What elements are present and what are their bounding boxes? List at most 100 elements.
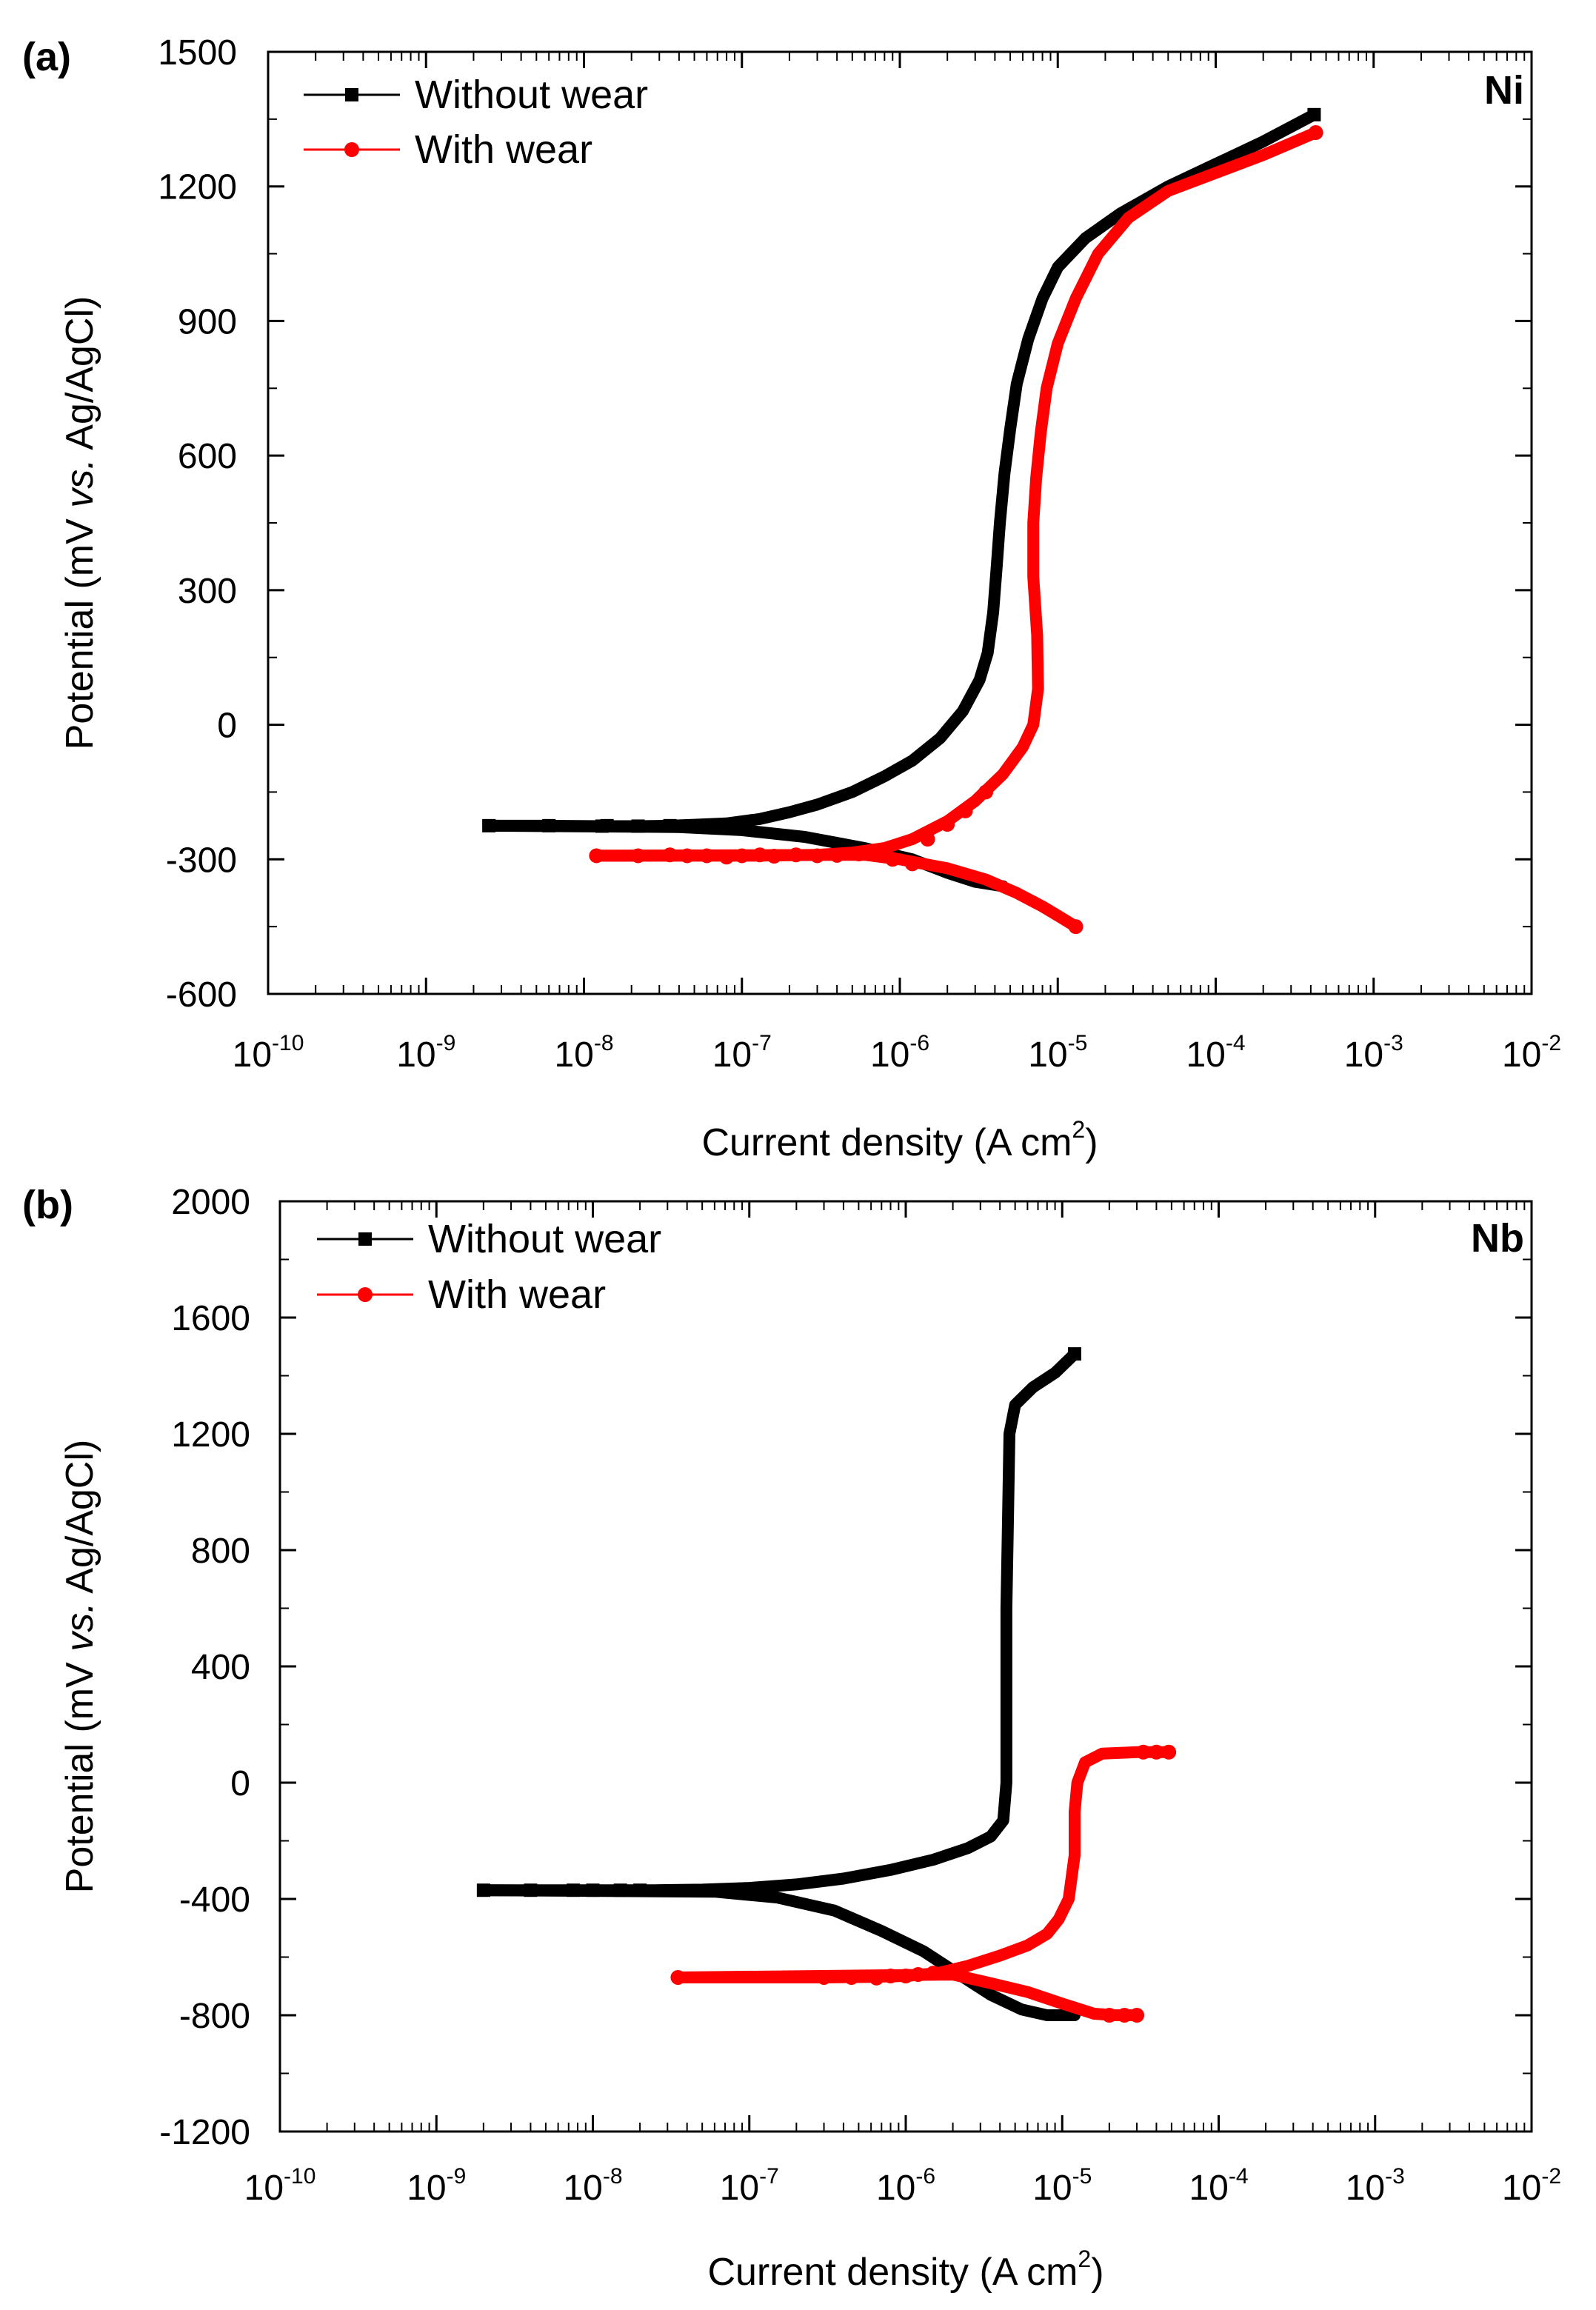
data-point bbox=[958, 803, 973, 818]
legend-marker bbox=[358, 1232, 372, 1246]
data-point bbox=[482, 818, 496, 832]
data-point bbox=[910, 1967, 926, 1983]
x-tick-exp: -5 bbox=[1072, 2164, 1092, 2189]
x-tick-exp: -3 bbox=[1383, 1031, 1403, 1055]
x-tick-exp: -4 bbox=[1226, 1031, 1246, 1055]
x-axis-label-sup: 2 bbox=[1072, 1116, 1085, 1143]
data-point bbox=[1161, 1744, 1177, 1760]
panel-label: (b) bbox=[22, 1183, 73, 1227]
x-tick-label: 10-5 bbox=[1032, 2164, 1092, 2208]
x-tick-exp: -4 bbox=[1229, 2164, 1249, 2189]
y-axis-label-pre: Potential (mV bbox=[59, 1652, 101, 1894]
x-tick-label: 10-7 bbox=[720, 2164, 779, 2208]
y-axis-label-pre: Potential (mV bbox=[59, 508, 101, 750]
chart-panel-a: 10-10 10-9 10-8 10-7 10-6 10-5 10-4 10-3 10-2-60… bbox=[22, 33, 1561, 1164]
y-axis-label-italic: vs. bbox=[59, 458, 101, 507]
data-point bbox=[844, 1969, 859, 1985]
y-tick-label: 900 bbox=[178, 302, 237, 341]
data-point bbox=[752, 847, 768, 863]
y-tick-label: 400 bbox=[191, 1648, 250, 1687]
x-tick-label: 10-7 bbox=[712, 1031, 772, 1075]
y-tick-label: 300 bbox=[178, 572, 237, 611]
data-point bbox=[816, 1969, 832, 1985]
y-axis-label: Potential (mV vs. Ag/AgCl) bbox=[59, 296, 101, 750]
x-tick-exp: -10 bbox=[284, 2164, 315, 2189]
x-tick-label: 10-2 bbox=[1502, 2164, 1561, 2208]
panel-label: (a) bbox=[22, 35, 71, 79]
x-tick-label: 10-6 bbox=[876, 2164, 935, 2208]
data-point bbox=[869, 1970, 884, 1986]
x-tick-label: 10-4 bbox=[1189, 2164, 1248, 2208]
data-point bbox=[978, 784, 994, 800]
legend-label: With wear bbox=[428, 1272, 606, 1317]
x-tick-exp: -7 bbox=[759, 2164, 779, 2189]
x-tick-base: 10 bbox=[870, 1035, 909, 1075]
data-point bbox=[920, 832, 935, 847]
x-tick-base: 10 bbox=[563, 2169, 602, 2208]
x-tick-base: 10 bbox=[1032, 2169, 1072, 2208]
data-point bbox=[679, 848, 695, 864]
x-tick-exp: -5 bbox=[1068, 1031, 1088, 1055]
data-point bbox=[600, 818, 614, 832]
data-point bbox=[1067, 1347, 1081, 1361]
anodic-branch-line bbox=[477, 1348, 1081, 1897]
legend-marker bbox=[345, 88, 358, 101]
x-tick-exp: -8 bbox=[603, 2164, 623, 2189]
x-tick-label: 10-10 bbox=[233, 1031, 304, 1075]
data-point bbox=[663, 818, 677, 832]
x-tick-label: 10-5 bbox=[1028, 1031, 1087, 1075]
x-tick-base: 10 bbox=[554, 1035, 593, 1075]
y-tick-label: -800 bbox=[179, 1997, 250, 2036]
x-tick-base: 10 bbox=[1028, 1035, 1067, 1075]
data-point bbox=[867, 847, 883, 862]
x-tick-label: 10-4 bbox=[1186, 1031, 1245, 1075]
data-point bbox=[1101, 2008, 1117, 2023]
data-point bbox=[940, 817, 955, 832]
anodic-branch-line bbox=[483, 108, 1320, 832]
anodic-branch-line bbox=[590, 127, 1322, 862]
y-tick-label: 600 bbox=[178, 437, 237, 476]
x-tick-base: 10 bbox=[1502, 1035, 1541, 1075]
x-tick-exp: -6 bbox=[915, 2164, 935, 2189]
series-with-wear bbox=[589, 125, 1323, 935]
legend-entry: With wear bbox=[304, 127, 592, 172]
x-tick-exp: -7 bbox=[752, 1031, 772, 1055]
x-axis-label: Current density (A cm2) bbox=[701, 1116, 1098, 1164]
cathodic-branch-line bbox=[590, 849, 1082, 933]
data-point bbox=[885, 852, 901, 867]
x-tick-label: 10-6 bbox=[870, 1031, 929, 1075]
data-point bbox=[767, 849, 782, 864]
x-axis-label-text: Current density (A cm bbox=[701, 1121, 1072, 1164]
x-tick-label: 10-3 bbox=[1346, 2164, 1405, 2208]
y-tick-label: 1200 bbox=[158, 168, 237, 207]
data-point bbox=[904, 856, 920, 872]
data-point bbox=[883, 1969, 898, 1984]
data-point bbox=[829, 847, 845, 863]
x-tick-label: 10-8 bbox=[554, 1031, 613, 1075]
y-tick-label: -1200 bbox=[159, 2113, 250, 2152]
data-point bbox=[633, 1883, 647, 1897]
x-tick-exp: -9 bbox=[447, 2164, 467, 2189]
x-tick-exp: -3 bbox=[1385, 2164, 1405, 2189]
data-point bbox=[1149, 1744, 1164, 1760]
x-axis-label-text: Current density (A cm bbox=[707, 2251, 1078, 2294]
x-tick-base: 10 bbox=[1344, 1035, 1383, 1075]
x-tick-label: 10-9 bbox=[407, 2164, 466, 2208]
y-axis-label-post: Ag/AgCl) bbox=[59, 296, 101, 459]
data-point bbox=[1068, 919, 1084, 935]
data-point bbox=[1129, 2008, 1145, 2023]
y-tick-label: 1200 bbox=[171, 1415, 250, 1455]
data-point bbox=[524, 1883, 538, 1897]
data-point bbox=[1308, 125, 1323, 141]
data-point bbox=[586, 1883, 600, 1897]
data-point bbox=[898, 1969, 913, 1984]
x-tick-exp: -10 bbox=[272, 1031, 304, 1055]
x-tick-exp: -8 bbox=[594, 1031, 614, 1055]
data-point bbox=[670, 1969, 686, 1985]
x-tick-label: 10-8 bbox=[563, 2164, 622, 2208]
x-tick-exp: -6 bbox=[909, 1031, 929, 1055]
data-point bbox=[1135, 1744, 1151, 1760]
x-tick-base: 10 bbox=[233, 1035, 272, 1075]
legend-entry: With wear bbox=[317, 1272, 606, 1317]
